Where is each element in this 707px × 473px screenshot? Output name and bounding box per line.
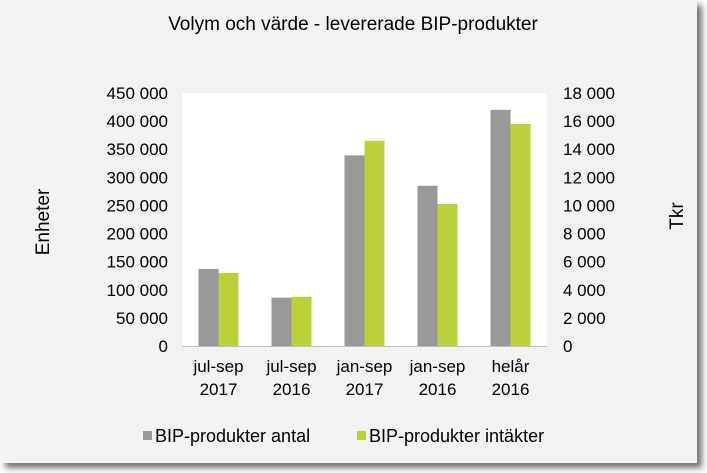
y-axis-label-right: Tkr — [667, 202, 688, 230]
right-axis-ticks: 0 2 000 4 000 6 000 8 000 10 000 12 000 14 000 1… — [563, 84, 615, 356]
y-tick-right: 16 000 — [563, 112, 615, 131]
bar-intakter — [510, 123, 531, 346]
bar-intakter — [291, 296, 312, 346]
y-tick-left: 0 — [159, 337, 168, 356]
y-tick-left: 450 000 — [107, 84, 168, 103]
x-tick-label: 2017 — [346, 380, 384, 399]
y-tick-right: 14 000 — [563, 140, 615, 159]
x-tick-label: 2016 — [492, 380, 530, 399]
bar-antal — [344, 155, 365, 346]
legend-swatch — [143, 431, 152, 440]
x-tick-label: jan-sep — [336, 357, 393, 376]
y-axis-label-left: Enheter — [33, 188, 54, 255]
x-tick-label: 2017 — [200, 380, 238, 399]
x-tick-label: jul-sep — [265, 357, 316, 376]
y-tick-right: 12 000 — [563, 168, 615, 187]
bars — [198, 109, 531, 346]
x-tick-label: jul-sep — [192, 357, 243, 376]
x-tick-label: 2016 — [419, 380, 457, 399]
y-tick-right: 0 — [563, 337, 572, 356]
y-tick-right: 4 000 — [563, 281, 606, 300]
x-tick-label: jan-sep — [409, 357, 466, 376]
x-tick-label: helår — [492, 357, 530, 376]
bar-antal — [417, 185, 438, 346]
left-axis-ticks: 0 50 000 100 000 150 000 200 000 250 000 300 0… — [107, 84, 168, 356]
y-tick-left: 350 000 — [107, 140, 168, 159]
bar-intakter — [437, 204, 458, 346]
bar-intakter — [364, 140, 385, 346]
y-tick-right: 10 000 — [563, 196, 615, 215]
x-axis-labels: jul-sep 2017 jul-sep 2016 jan-sep 2017 jan-sep… — [192, 357, 529, 399]
y-tick-right: 2 000 — [563, 309, 606, 328]
y-tick-left: 400 000 — [107, 112, 168, 131]
bar-antal — [198, 268, 219, 346]
y-tick-left: 50 000 — [116, 309, 168, 328]
legend-swatch — [357, 431, 366, 440]
y-tick-left: 300 000 — [107, 168, 168, 187]
y-tick-right: 8 000 — [563, 225, 606, 244]
y-tick-right: 18 000 — [563, 84, 615, 103]
chart-title: Volym och värde - levererade BIP-produkt… — [168, 14, 538, 35]
legend-label: BIP-produkter intäkter — [369, 426, 544, 446]
bar-intakter — [218, 272, 239, 346]
x-tick-label: 2016 — [273, 380, 311, 399]
y-tick-right: 6 000 — [563, 253, 606, 272]
y-tick-left: 200 000 — [107, 225, 168, 244]
legend-label: BIP-produkter antal — [155, 426, 310, 446]
bar-antal — [271, 297, 292, 346]
bar-antal — [490, 109, 511, 346]
y-tick-left: 250 000 — [107, 196, 168, 215]
y-tick-left: 100 000 — [107, 281, 168, 300]
y-tick-left: 150 000 — [107, 253, 168, 272]
legend: BIP-produkter antal BIP-produkter intäkte… — [143, 426, 544, 446]
